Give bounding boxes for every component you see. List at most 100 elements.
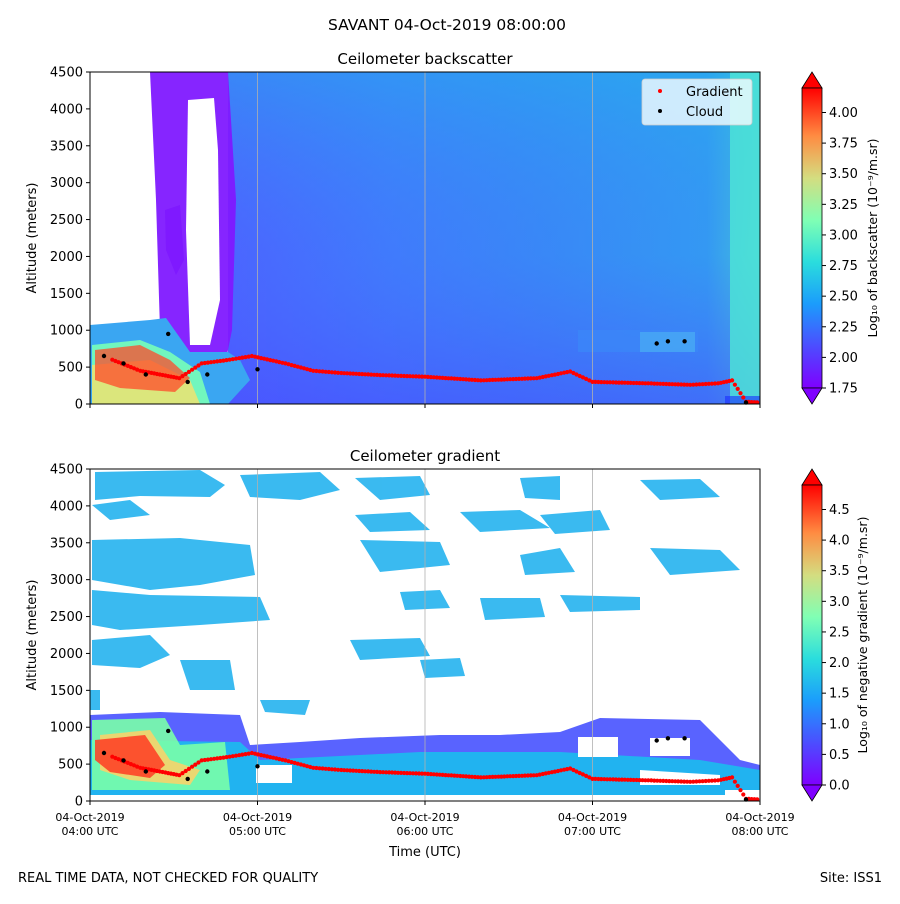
gradient-point [320,369,325,374]
gradient-point [212,359,217,364]
gradient-point [580,375,586,380]
gradient-point [574,372,579,377]
gradient-point [455,773,460,778]
gradient-point [311,368,316,373]
backscatter-title: Ceilometer backscatter [337,50,513,68]
gradient-point [396,770,401,775]
gradient-point [205,757,210,762]
colorbar-tick-label: 0.5 [829,748,850,763]
colorbar-tick-label: 3.50 [829,167,858,182]
gradient-point [342,371,347,376]
gradient-point [455,376,460,381]
gradient-point [390,770,395,775]
gradient-point [568,766,573,771]
gradient-point [531,376,536,381]
gradient-point [393,770,398,775]
gradient-point [425,771,430,777]
gradient-point [196,363,201,368]
gradient-point [584,376,589,381]
backscatter-colorbar-label: Log₁₀ of backscatter (10⁻⁹/m.sr) [865,139,880,338]
gradient-point [227,357,232,362]
gradient-point [243,752,248,757]
gradient-point [431,375,436,380]
gradient-point [522,773,528,778]
y-tick-label: 500 [58,361,83,376]
gradient-point [416,771,422,776]
backscatter-x-ticks [89,404,761,408]
colorbar-tick-label: 4.5 [829,503,850,518]
x-tick-time-label: 04:00 UTC [61,825,118,838]
gradient-point [190,764,195,769]
gradient-point [329,767,334,772]
gradient-point [240,752,245,757]
gradient-point [709,778,715,783]
gradient-point [487,774,492,780]
gradient-point [706,778,711,783]
gradient-point [730,378,735,383]
gradient-point [342,768,347,773]
gradient-point [407,374,413,379]
cloud-point [665,736,671,741]
backscatter-colorbar: 1.75 2.00 2.25 2.50 2.75 3.00 3.25 3.50 3.75 4.00… [801,71,880,405]
cloud-point [101,353,107,359]
gradient-point [177,773,182,778]
gradient-point [652,381,657,386]
gradient-point [670,779,675,784]
x-tick-date-label: 04-Oct-2019 [390,811,459,824]
gradient-point [685,779,690,784]
gradient-point [332,370,338,375]
gradient-point [215,359,220,364]
backscatter-ylabel: Altitude (meters) [25,183,40,294]
gradient-point [354,768,359,773]
y-tick-label: 3500 [50,139,83,154]
gradient-point [360,769,365,774]
gradient-point [732,382,738,387]
gradient-point [351,371,356,376]
gradient-point [735,783,740,789]
colorbar-tick-label: 3.00 [829,228,858,243]
gradient-point [464,377,469,382]
gradient-point [676,382,681,387]
gradient-point [709,381,715,386]
gradient-point [440,772,445,778]
gradient-point [348,768,353,773]
gradient-point [208,360,214,365]
backscatter-y-ticks: 0 500 1000 1500 2000 2500 3000 3500 4000 4500 [50,66,90,413]
y-tick-label: 2500 [50,213,83,228]
legend-gradient-label: Gradient [686,85,743,100]
gradient-point [691,779,696,784]
gradient-point [199,758,204,763]
gradient-point [608,777,613,782]
gradient-point [741,395,746,400]
gradient-point [381,770,386,775]
backscatter-gradient-series [110,353,760,405]
gradient-point [205,360,210,365]
gradient-point [419,771,425,776]
gradient-point [135,764,140,769]
gradient-point [402,770,407,776]
gradient-point [577,373,582,379]
gradient-point [419,374,425,379]
gradient-point [354,371,359,376]
cloud-point [101,750,107,756]
gradient-point [469,774,475,779]
x-tick-date-label: 04-Oct-2019 [725,811,794,824]
gradient-point [360,372,365,377]
cloud-point [654,738,659,743]
gradient-point [449,376,454,381]
gradient-colorbar: 0.0 0.5 1.0 1.5 2.0 2.5 3.0 3.5 4.0 4.5 Log₁₀ of … [801,468,870,802]
gradient-point [487,377,492,383]
gradient-point [193,762,198,767]
y-tick-label: 3000 [50,176,83,191]
gradient-point [755,797,760,802]
y-tick-label: 500 [58,758,83,773]
gradient-point [369,769,374,774]
gradient-point [655,778,660,783]
gradient-point [135,367,140,372]
legend-gradient-marker [658,89,662,93]
cloud-point [166,728,171,734]
gradient-point [655,381,660,386]
gradient-point [652,778,657,783]
gradient-point [590,776,595,782]
gradient-point [390,373,395,378]
